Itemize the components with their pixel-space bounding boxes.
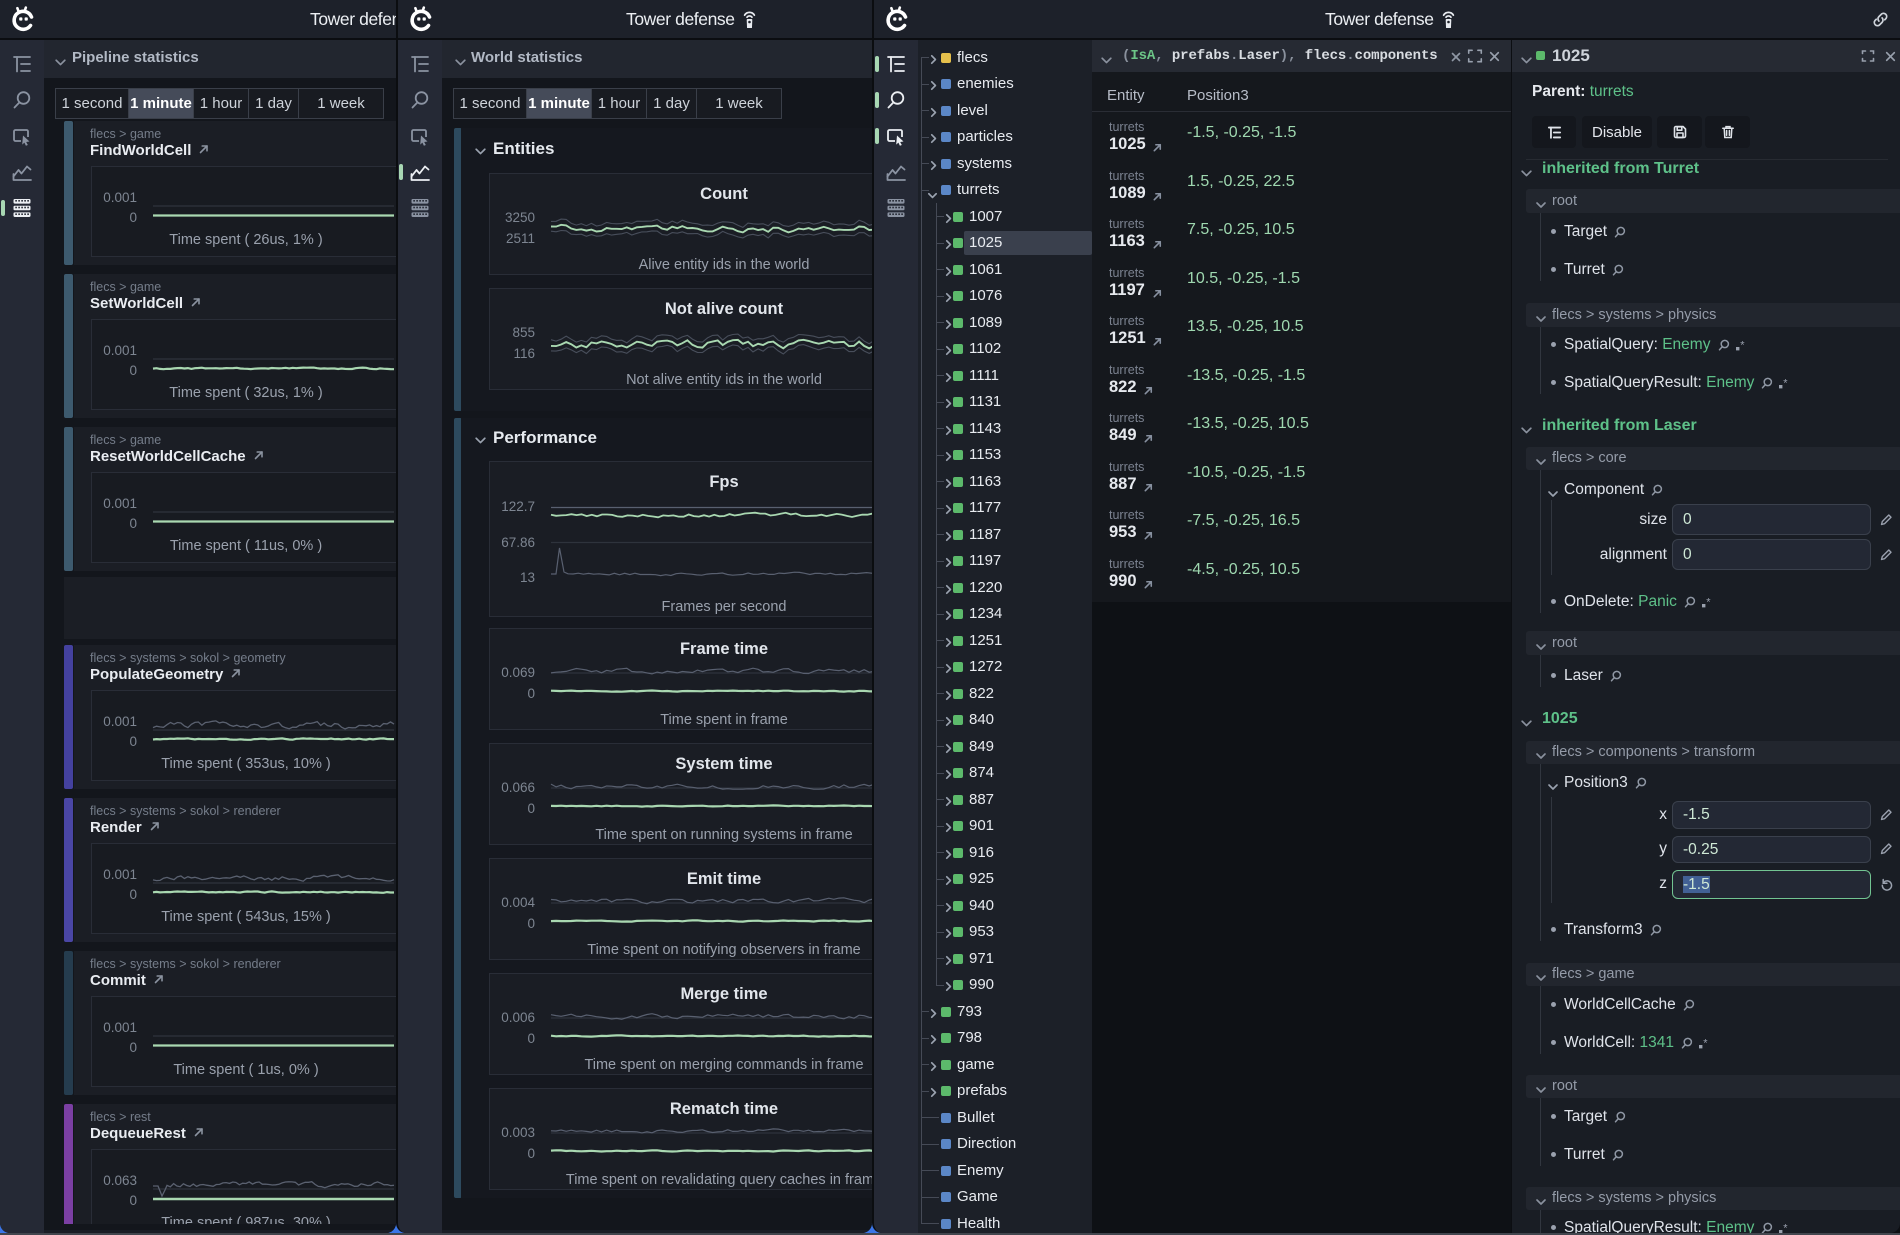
svg-text:*: * <box>1784 1223 1789 1233</box>
svg-text:*: * <box>1784 378 1789 390</box>
svg-text:*: * <box>1703 1038 1708 1050</box>
svg-text:*: * <box>1740 340 1745 352</box>
svg-text:*: * <box>1706 597 1711 609</box>
